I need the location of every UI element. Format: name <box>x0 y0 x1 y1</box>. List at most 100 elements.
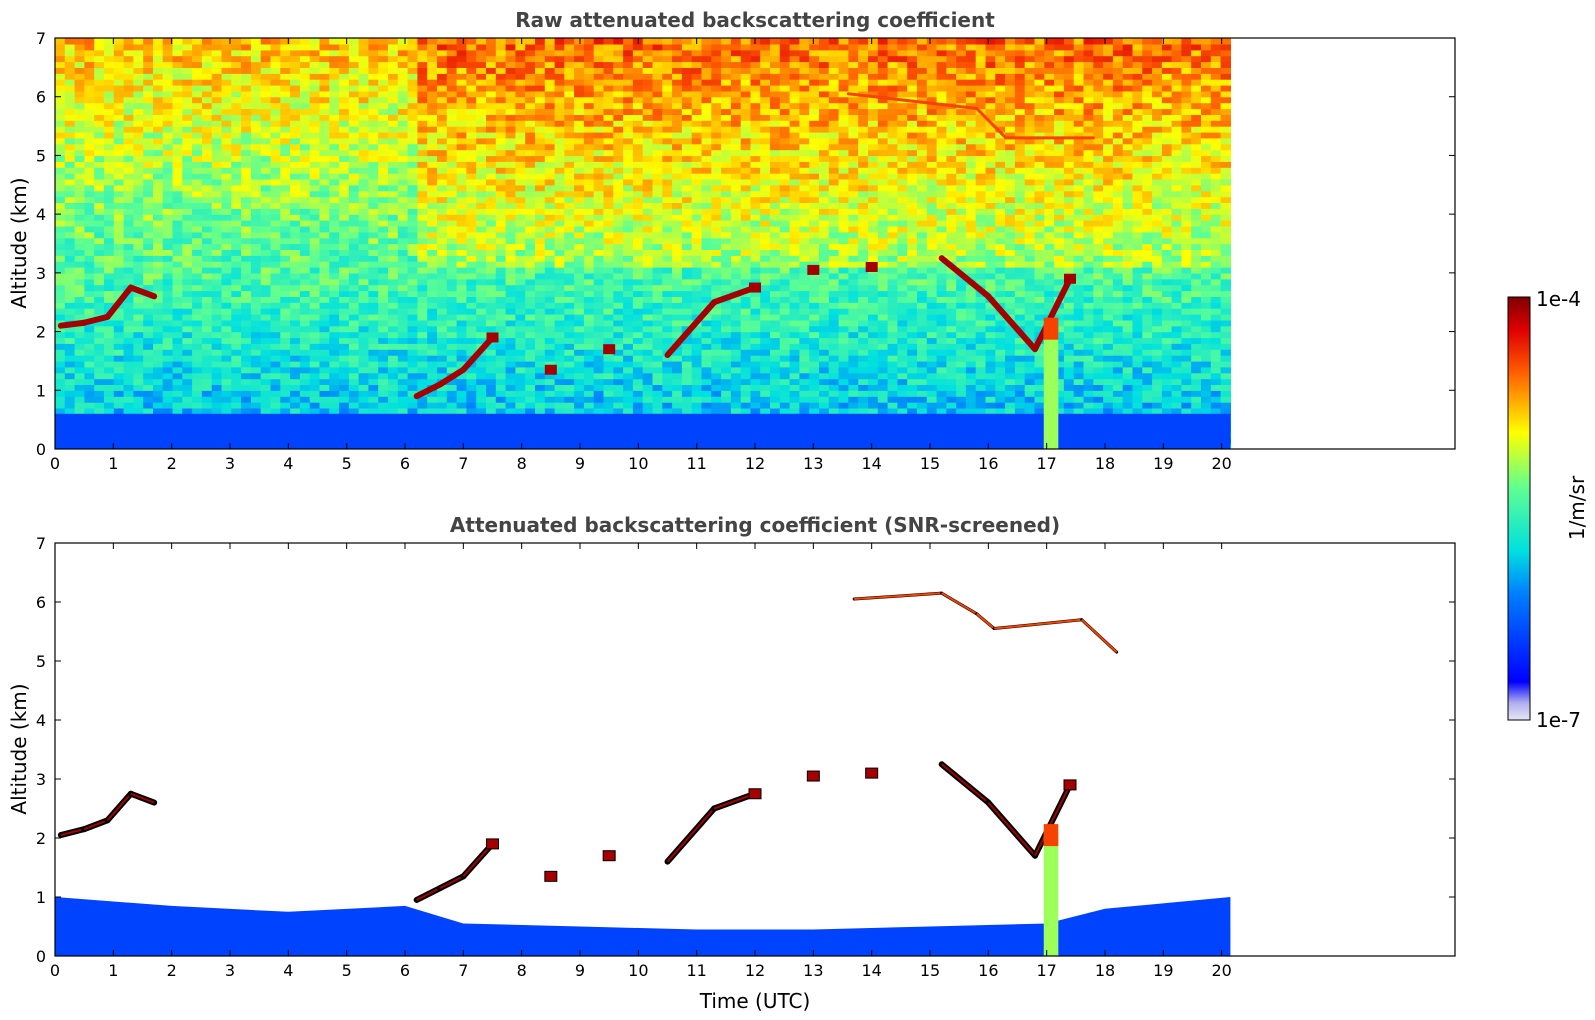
heat-cell <box>642 43 654 51</box>
heat-cell <box>290 143 301 151</box>
heat-cell <box>554 349 565 356</box>
heat-cell <box>84 278 95 286</box>
heat-cell <box>358 319 369 327</box>
heat-cell <box>162 161 174 168</box>
heat-cell <box>525 126 536 133</box>
heat-cell <box>378 296 389 303</box>
heat-cell <box>339 366 350 374</box>
heat-cell <box>378 407 389 415</box>
heat-cell <box>290 61 301 68</box>
heat-cell <box>456 396 467 403</box>
heat-cell <box>446 296 458 303</box>
heat-cell <box>319 126 330 133</box>
heat-cell <box>603 290 614 297</box>
heat-cell <box>456 73 467 80</box>
heat-cell <box>123 343 134 350</box>
heat-cell <box>104 249 115 256</box>
heat-cell <box>329 90 340 98</box>
heat-cell <box>525 190 536 198</box>
heat-cell <box>211 120 223 127</box>
heat-cell <box>564 96 575 104</box>
heat-cell <box>642 102 654 110</box>
heat-cell <box>201 396 213 403</box>
heat-cell <box>583 314 595 321</box>
heat-cell <box>603 120 614 127</box>
heat-cell <box>642 190 654 198</box>
heat-cell <box>241 302 252 309</box>
heat-cell <box>348 173 360 180</box>
heat-cell <box>535 108 546 115</box>
heat-cell <box>574 349 585 356</box>
heat-cell <box>104 155 115 162</box>
heat-cell <box>446 290 458 297</box>
heat-cell <box>691 308 703 315</box>
heat-cell <box>495 143 507 151</box>
heat-cell <box>270 131 281 139</box>
heat-cell <box>329 55 340 63</box>
heat-cell <box>574 155 585 162</box>
heat-cell <box>172 396 183 403</box>
heat-cell <box>153 255 164 262</box>
heat-cell <box>231 407 242 415</box>
heat-cell <box>133 214 144 221</box>
heat-cell <box>143 314 154 321</box>
heat-cell <box>94 296 105 303</box>
heat-cell <box>201 49 213 57</box>
heat-cell <box>339 85 350 92</box>
heat-cell <box>368 290 379 297</box>
heat-cell <box>721 190 732 198</box>
heat-cell <box>672 90 683 98</box>
heat-cell <box>466 390 477 397</box>
heat-cell <box>133 173 144 180</box>
heat-cell <box>583 55 595 63</box>
heat-cell <box>427 202 438 209</box>
heat-cell <box>388 308 399 315</box>
heat-cell <box>192 314 203 321</box>
heat-cell <box>241 38 252 45</box>
heat-cell <box>64 325 76 333</box>
heat-cell <box>104 55 115 63</box>
heat-cell <box>388 378 399 385</box>
heat-cell <box>368 79 379 86</box>
heat-cell <box>652 355 663 362</box>
heat-cell <box>319 355 330 362</box>
heat-cell <box>172 337 183 344</box>
heat-cell <box>476 208 487 215</box>
heat-cell <box>613 237 624 245</box>
heat-cell <box>397 396 409 403</box>
heat-cell <box>319 120 330 127</box>
heat-cell <box>172 61 183 68</box>
heat-cell <box>730 314 742 321</box>
heat-cell <box>309 366 321 374</box>
heat-cell <box>55 196 66 203</box>
heat-cell <box>417 190 428 198</box>
heat-cell <box>632 126 644 133</box>
heat-cell <box>476 237 487 245</box>
heat-cell <box>388 90 399 98</box>
heat-cell <box>466 261 477 268</box>
heat-cell <box>623 108 634 115</box>
heat-cell <box>309 319 321 327</box>
heat-cell <box>241 396 252 403</box>
heat-cell <box>133 355 144 362</box>
heat-cell <box>172 402 183 409</box>
heat-cell <box>564 325 575 333</box>
heat-cell <box>427 255 438 262</box>
heat-cell <box>270 190 281 198</box>
heat-cell <box>231 231 242 239</box>
heat-cell <box>535 267 546 274</box>
heat-cell <box>192 61 203 68</box>
heat-cell <box>211 349 223 356</box>
heat-cell <box>711 178 722 186</box>
heat-cell <box>721 196 732 203</box>
heat-cell <box>280 208 291 215</box>
heat-cell <box>711 114 722 121</box>
heat-cell <box>505 208 516 215</box>
heat-cell <box>221 390 232 397</box>
heat-cell <box>525 319 536 327</box>
heat-cell <box>681 378 693 385</box>
heat-cell <box>211 372 223 380</box>
heat-cell <box>721 143 732 151</box>
heat-cell <box>270 167 281 174</box>
heat-cell <box>280 196 291 203</box>
